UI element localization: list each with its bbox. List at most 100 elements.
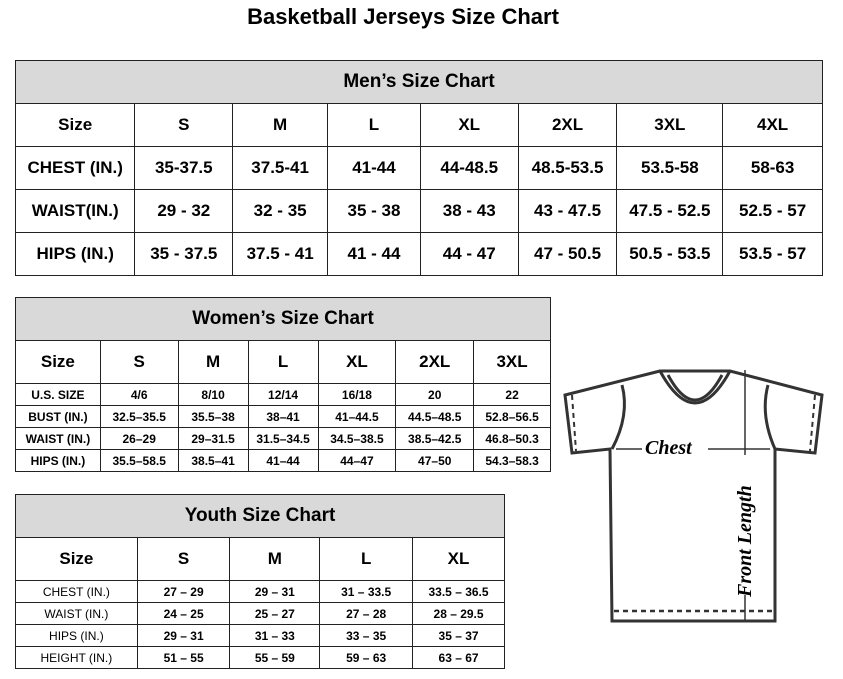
value-cell: 4/6 <box>99 383 179 406</box>
value-cell: 16/18 <box>317 383 397 406</box>
value-cell: 47 - 50.5 <box>517 232 618 276</box>
value-cell: 46.8–50.3 <box>473 427 551 450</box>
header-cell: Size <box>15 340 101 384</box>
value-cell: 44-48.5 <box>419 146 519 190</box>
row-label: CHEST (IN.) <box>15 580 138 603</box>
table-title: Women’s Size Chart <box>15 297 551 341</box>
value-cell: 51 – 55 <box>136 646 231 669</box>
header-cell: XL <box>412 537 505 581</box>
value-cell: 35.5–38 <box>177 405 249 428</box>
value-cell: 43 - 47.5 <box>517 189 618 233</box>
front-length-label: Front Length <box>734 485 756 598</box>
header-cell: Size <box>15 537 138 581</box>
value-cell: 52.8–56.5 <box>473 405 551 428</box>
header-cell: 2XL <box>517 103 618 147</box>
value-cell: 8/10 <box>177 383 249 406</box>
row-label: U.S. SIZE <box>15 383 101 406</box>
value-cell: 44.5–48.5 <box>395 405 475 428</box>
value-cell: 29–31.5 <box>177 427 249 450</box>
header-cell: S <box>136 537 231 581</box>
value-cell: 41–44 <box>247 449 319 472</box>
value-cell: 41 - 44 <box>327 232 421 276</box>
value-cell: 35 - 37.5 <box>134 232 234 276</box>
value-cell: 29 – 31 <box>136 624 231 647</box>
value-cell: 31.5–34.5 <box>247 427 319 450</box>
value-cell: 12/14 <box>247 383 319 406</box>
value-cell: 35.5–58.5 <box>99 449 179 472</box>
header-cell: S <box>134 103 234 147</box>
value-cell: 38 - 43 <box>419 189 519 233</box>
row-label: HIPS (IN.) <box>15 624 138 647</box>
womens-size-table: Women’s Size Chart Size S M L XL 2XL 3XL U.S. SI… <box>15 297 551 472</box>
value-cell: 55 – 59 <box>229 646 321 669</box>
value-cell: 22 <box>473 383 551 406</box>
value-cell: 31 – 33.5 <box>319 580 414 603</box>
value-cell: 47–50 <box>395 449 475 472</box>
table-row: HIPS (IN.) 29 – 31 31 – 33 33 – 35 35 – 37 <box>15 624 505 647</box>
header-cell: 3XL <box>473 340 551 384</box>
header-cell: Size <box>14 103 136 147</box>
header-cell: M <box>232 103 329 147</box>
value-cell: 38.5–41 <box>177 449 249 472</box>
value-cell: 24 – 25 <box>136 602 231 625</box>
value-cell: 35 - 38 <box>327 189 421 233</box>
table-title: Men’s Size Chart <box>15 60 823 104</box>
value-cell: 44 - 47 <box>419 232 519 276</box>
table-row: CHEST (IN.) 27 – 29 29 – 31 31 – 33.5 33.5 –… <box>15 580 505 603</box>
value-cell: 37.5-41 <box>232 146 329 190</box>
value-cell: 52.5 - 57 <box>722 189 823 233</box>
header-cell: S <box>99 340 179 384</box>
value-cell: 33 – 35 <box>319 624 414 647</box>
value-cell: 53.5-58 <box>616 146 724 190</box>
row-label: HEIGHT (IN.) <box>15 646 138 669</box>
value-cell: 31 – 33 <box>229 624 321 647</box>
value-cell: 32 - 35 <box>232 189 329 233</box>
value-cell: 20 <box>395 383 475 406</box>
value-cell: 27 – 29 <box>136 580 231 603</box>
header-cell: M <box>177 340 249 384</box>
table-row: HIPS (IN.) 35.5–58.5 38.5–41 41–44 44–47 47–5… <box>15 449 551 472</box>
value-cell: 44–47 <box>317 449 397 472</box>
value-cell: 38–41 <box>247 405 319 428</box>
value-cell: 53.5 - 57 <box>722 232 823 276</box>
value-cell: 27 – 28 <box>319 602 414 625</box>
table-row: HIPS (IN.) 35 - 37.5 37.5 - 41 41 - 44 44 - … <box>14 232 823 276</box>
value-cell: 59 – 63 <box>319 646 414 669</box>
table-row: BUST (IN.) 32.5–35.5 35.5–38 38–41 41–44.5 44… <box>15 405 551 428</box>
value-cell: 41-44 <box>327 146 421 190</box>
page-title: Basketball Jerseys Size Chart <box>247 4 559 29</box>
value-cell: 26–29 <box>99 427 179 450</box>
value-cell: 54.3–58.3 <box>473 449 551 472</box>
value-cell: 48.5-53.5 <box>517 146 618 190</box>
value-cell: 35 – 37 <box>412 624 505 647</box>
row-label: HIPS (IN.) <box>15 449 101 472</box>
table-row: WAIST(IN.) 29 - 32 32 - 35 35 - 38 38 - 43 43… <box>14 189 823 233</box>
value-cell: 32.5–35.5 <box>99 405 179 428</box>
value-cell: 50.5 - 53.5 <box>616 232 724 276</box>
header-cell: 3XL <box>616 103 724 147</box>
row-label: WAIST (IN.) <box>15 427 101 450</box>
value-cell: 47.5 - 52.5 <box>616 189 724 233</box>
row-label: WAIST(IN.) <box>14 189 136 233</box>
table-row: WAIST (IN.) 26–29 29–31.5 31.5–34.5 34.5–38.… <box>15 427 551 450</box>
value-cell: 28 – 29.5 <box>412 602 505 625</box>
youth-size-table: Youth Size Chart Size S M L XL CHEST (IN.) 27 –… <box>15 494 505 669</box>
table-row: U.S. SIZE 4/6 8/10 12/14 16/18 20 22 <box>15 383 551 406</box>
header-cell: XL <box>317 340 397 384</box>
header-cell: XL <box>419 103 519 147</box>
table-row: HEIGHT (IN.) 51 – 55 55 – 59 59 – 63 63 – 67 <box>15 646 505 669</box>
value-cell: 37.5 - 41 <box>232 232 329 276</box>
mens-size-table: Men’s Size Chart Size S M L XL 2XL 3XL 4XL CHEST … <box>14 60 823 276</box>
jersey-outline <box>563 369 824 623</box>
header-cell: 2XL <box>395 340 475 384</box>
table-row: WAIST (IN.) 24 – 25 25 – 27 27 – 28 28 – 29.… <box>15 602 505 625</box>
jersey-measurement-diagram: Chest Front Length <box>563 369 824 623</box>
value-cell: 63 – 67 <box>412 646 505 669</box>
row-label: WAIST (IN.) <box>15 602 138 625</box>
value-cell: 34.5–38.5 <box>317 427 397 450</box>
value-cell: 35-37.5 <box>134 146 234 190</box>
value-cell: 58-63 <box>722 146 823 190</box>
header-cell: L <box>327 103 421 147</box>
row-label: CHEST (IN.) <box>14 146 136 190</box>
header-cell: 4XL <box>722 103 823 147</box>
